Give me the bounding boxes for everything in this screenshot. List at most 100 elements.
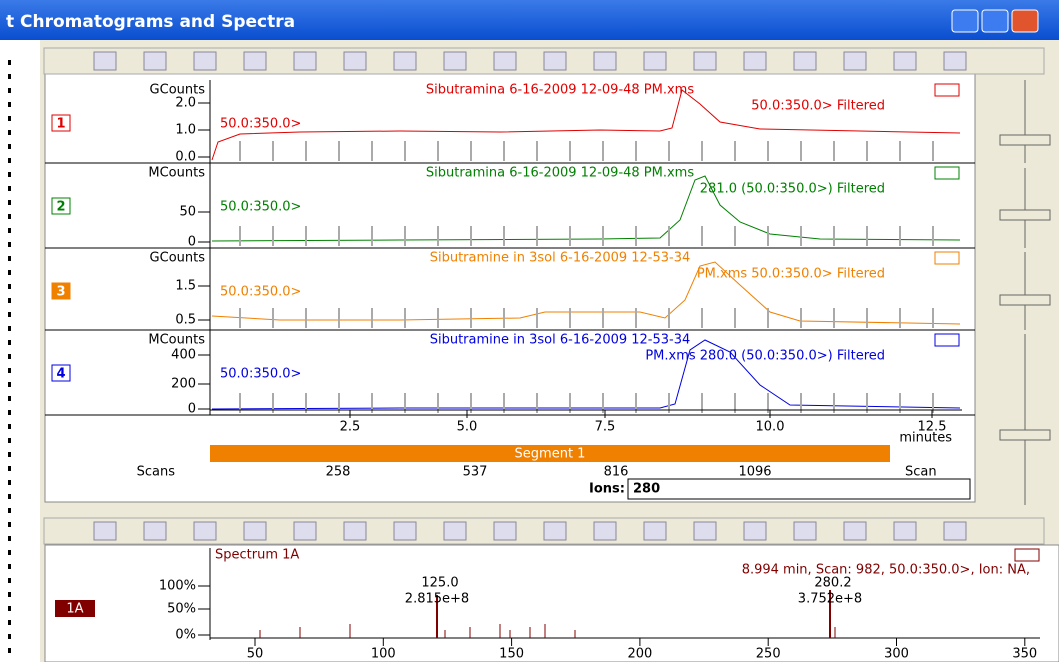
- strip-mark: [8, 480, 11, 485]
- toolbar-button[interactable]: [743, 521, 767, 541]
- trace-index-box: [51, 114, 71, 132]
- strip-mark: [8, 424, 11, 429]
- spectrum-index: 1A: [66, 602, 83, 617]
- slider-knob[interactable]: [999, 134, 1051, 146]
- toolbar-button[interactable]: [143, 521, 167, 541]
- strip-mark: [8, 242, 11, 247]
- strip-mark: [8, 564, 11, 569]
- x-tick-label: 2.5: [340, 420, 361, 435]
- toolbar-button[interactable]: [843, 51, 867, 71]
- trace-range: 50.0:350.0>: [220, 117, 301, 132]
- maximize-button[interactable]: [981, 9, 1009, 33]
- toolbar-button[interactable]: [343, 51, 367, 71]
- y-tick-label: 0: [188, 235, 196, 250]
- trace-range: 50.0:350.0>: [220, 200, 301, 215]
- toolbar-button[interactable]: [893, 51, 917, 71]
- unit-label: MCounts: [148, 166, 205, 181]
- panel-buttons[interactable]: [934, 166, 960, 180]
- slider-knob[interactable]: [999, 209, 1051, 221]
- slider-knob[interactable]: [999, 294, 1051, 306]
- y-tick-label: 2.0: [175, 96, 196, 111]
- trace-index: 2: [56, 200, 65, 215]
- x-tick-label: 7.5: [595, 420, 616, 435]
- toolbar-button[interactable]: [643, 521, 667, 541]
- toolbar-button[interactable]: [443, 521, 467, 541]
- trace: [211, 261, 961, 325]
- trace-index: 4: [56, 367, 65, 382]
- x-tick-label: 350: [1012, 647, 1037, 662]
- toolbar-button[interactable]: [393, 51, 417, 71]
- toolbar-button[interactable]: [343, 521, 367, 541]
- panel-buttons[interactable]: [1014, 548, 1040, 562]
- trace-subtitle: PM.xms 50.0:350.0> Filtered: [697, 267, 885, 282]
- trace: [211, 339, 961, 410]
- toolbar-button[interactable]: [293, 521, 317, 541]
- toolbar-button[interactable]: [193, 51, 217, 71]
- toolbar-button[interactable]: [193, 521, 217, 541]
- strip-mark: [8, 270, 11, 275]
- toolbar-button[interactable]: [493, 521, 517, 541]
- trace-index-box: [51, 197, 71, 215]
- left-strip: [0, 40, 40, 662]
- toolbar-button[interactable]: [293, 51, 317, 71]
- toolbar-button[interactable]: [543, 51, 567, 71]
- toolbar-button[interactable]: [793, 521, 817, 541]
- trace-index: 3: [56, 285, 65, 300]
- strip-mark: [8, 452, 11, 457]
- segment-bar: [210, 445, 890, 462]
- toolbar-button[interactable]: [593, 521, 617, 541]
- y-tick-label: 1.5: [175, 279, 196, 294]
- trace-range: 50.0:350.0>: [220, 285, 301, 300]
- panel-buttons[interactable]: [934, 83, 960, 97]
- toolbar-button[interactable]: [693, 51, 717, 71]
- toolbar-button[interactable]: [493, 51, 517, 71]
- y-tick-label: 400: [171, 348, 196, 363]
- slider-knob[interactable]: [999, 429, 1051, 441]
- toolbar-button[interactable]: [93, 51, 117, 71]
- strip-mark: [8, 312, 11, 317]
- ions-field[interactable]: [627, 478, 971, 500]
- toolbar-button[interactable]: [143, 51, 167, 71]
- strip-mark: [8, 326, 11, 331]
- toolbar-button[interactable]: [943, 521, 967, 541]
- panel-buttons[interactable]: [934, 333, 960, 347]
- panel-buttons[interactable]: [934, 251, 960, 265]
- trace-subtitle: 281.0 (50.0:350.0>) Filtered: [700, 182, 885, 197]
- x-tick-label: 5.0: [457, 420, 478, 435]
- spectrum-index-box: [55, 600, 95, 617]
- y-tick-label: 0%: [175, 628, 196, 643]
- x-tick-label: 200: [627, 647, 652, 662]
- spectrum-title: Spectrum 1A: [215, 548, 299, 563]
- toolbar-button[interactable]: [93, 521, 117, 541]
- x-tick-label: 10.0: [756, 420, 785, 435]
- toolbar-button[interactable]: [243, 51, 267, 71]
- scan-tick-label: 537: [463, 465, 488, 480]
- toolbar-button[interactable]: [393, 521, 417, 541]
- toolbar-button[interactable]: [843, 521, 867, 541]
- toolbar-button[interactable]: [443, 51, 467, 71]
- close-button[interactable]: [1011, 9, 1039, 33]
- toolbar-button[interactable]: [243, 521, 267, 541]
- toolbar-button[interactable]: [943, 51, 967, 71]
- toolbar-button[interactable]: [693, 521, 717, 541]
- x-unit: minutes: [899, 431, 952, 446]
- scan-tick-label: 258: [326, 465, 351, 480]
- toolbar-button[interactable]: [793, 51, 817, 71]
- trace-title: Sibutramine in 3sol 6-16-2009 12-53-34: [430, 251, 691, 266]
- minimize-button[interactable]: [951, 9, 979, 33]
- ions-label: Ions:: [589, 482, 625, 497]
- toolbar-button[interactable]: [543, 521, 567, 541]
- toolbar-button[interactable]: [643, 51, 667, 71]
- strip-mark: [8, 130, 11, 135]
- trace-range: 50.0:350.0>: [220, 367, 301, 382]
- scan-tick-label: 816: [604, 465, 629, 480]
- toolbar-button[interactable]: [893, 521, 917, 541]
- toolbar-button[interactable]: [743, 51, 767, 71]
- trace: [211, 175, 961, 242]
- strip-mark: [8, 396, 11, 401]
- strip-mark: [8, 116, 11, 121]
- strip-mark: [8, 466, 11, 471]
- y-tick-label: 50: [179, 205, 196, 220]
- toolbar-button[interactable]: [593, 51, 617, 71]
